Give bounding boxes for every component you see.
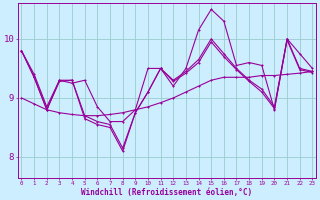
X-axis label: Windchill (Refroidissement éolien,°C): Windchill (Refroidissement éolien,°C): [81, 188, 252, 197]
